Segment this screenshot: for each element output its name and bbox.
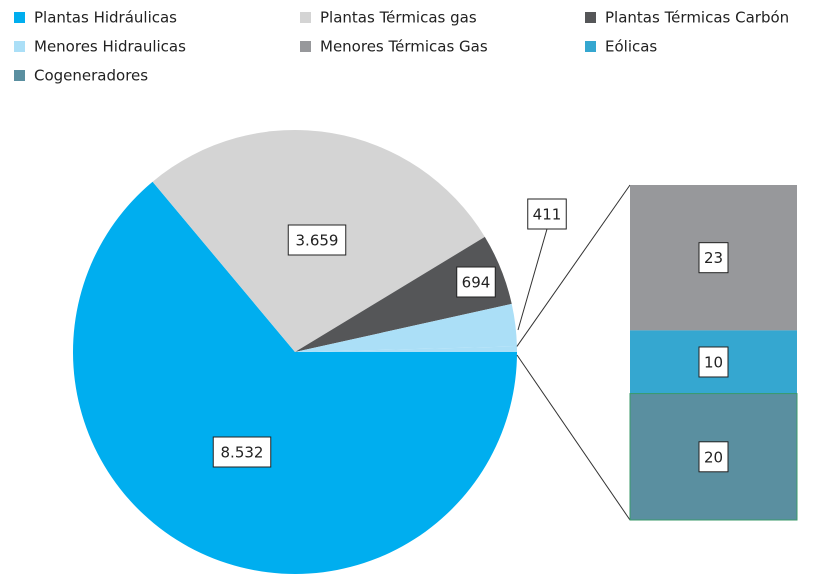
leader-line xyxy=(517,228,548,331)
data-label: 411 xyxy=(533,206,562,224)
data-label-box xyxy=(698,346,729,378)
data-label-box xyxy=(698,441,729,473)
data-label: 20 xyxy=(704,448,723,466)
pie-slice xyxy=(72,181,518,574)
pie-slice xyxy=(295,303,517,352)
legend-swatch xyxy=(14,41,25,52)
legend-swatch xyxy=(585,41,596,52)
legend-swatch xyxy=(14,12,25,23)
data-label-box xyxy=(698,242,729,274)
data-label: 694 xyxy=(462,274,491,292)
legend-swatch xyxy=(300,12,311,23)
legend-swatch xyxy=(14,70,25,81)
data-label: 23 xyxy=(704,249,723,267)
legend-label: Menores Hidraulicas xyxy=(34,38,186,56)
legend-swatch xyxy=(300,41,311,52)
legend-label: Eólicas xyxy=(605,38,657,56)
legend-label: Menores Térmicas Gas xyxy=(320,38,488,56)
connector xyxy=(516,354,631,521)
legend-swatch xyxy=(585,12,596,23)
data-label: 10 xyxy=(704,353,723,371)
data-label: 8.532 xyxy=(221,444,264,462)
data-label-box xyxy=(527,198,567,230)
data-label-box xyxy=(287,224,347,256)
data-label: 3.659 xyxy=(296,232,339,250)
pie-slice xyxy=(295,236,512,352)
data-label-box xyxy=(212,436,272,468)
connector xyxy=(516,184,631,347)
pie-slice-other xyxy=(295,346,517,352)
legend-label: Plantas Térmicas gas xyxy=(320,9,477,27)
data-label-box xyxy=(456,266,496,298)
legend-label: Plantas Hidráulicas xyxy=(34,9,177,27)
legend-label: Plantas Térmicas Carbón xyxy=(605,9,789,27)
legend-label: Cogeneradores xyxy=(34,67,148,85)
